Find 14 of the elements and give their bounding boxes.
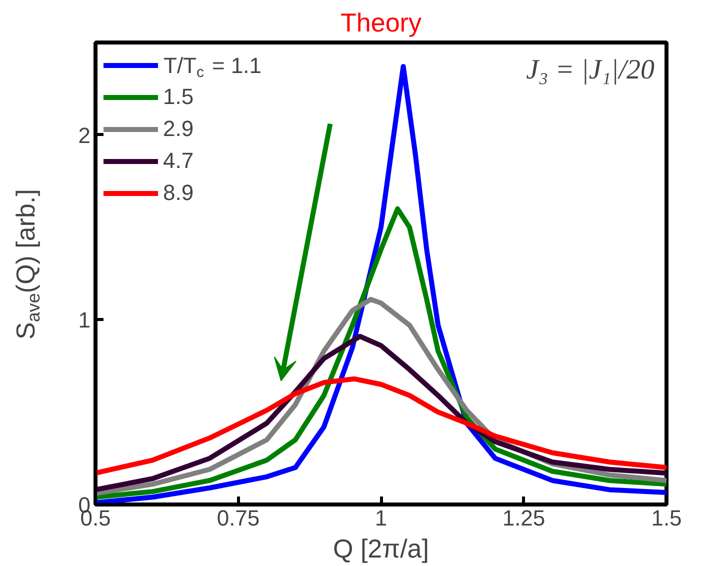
x-tick-label: 0.75	[216, 506, 260, 530]
y-axis-title: Save(Q) [arb.]	[10, 189, 44, 340]
legend-label: 4.7	[163, 147, 194, 175]
annotation: J₃ = |J₁|/20	[526, 54, 655, 86]
y-tick-label: 1	[78, 308, 91, 333]
legend-label: 1.5	[163, 83, 194, 111]
x-axis-title: Q [2π/a]	[333, 534, 429, 564]
x-tick-label: 1.5	[651, 506, 682, 530]
x-tick-label: 1.25	[502, 506, 546, 530]
x-tick-label: 1	[374, 506, 388, 530]
y-tick-label: 2	[78, 122, 91, 148]
chart-title: Theory	[340, 8, 422, 38]
legend-label: 8.9	[163, 179, 194, 207]
legend-label: 2.9	[163, 115, 194, 143]
